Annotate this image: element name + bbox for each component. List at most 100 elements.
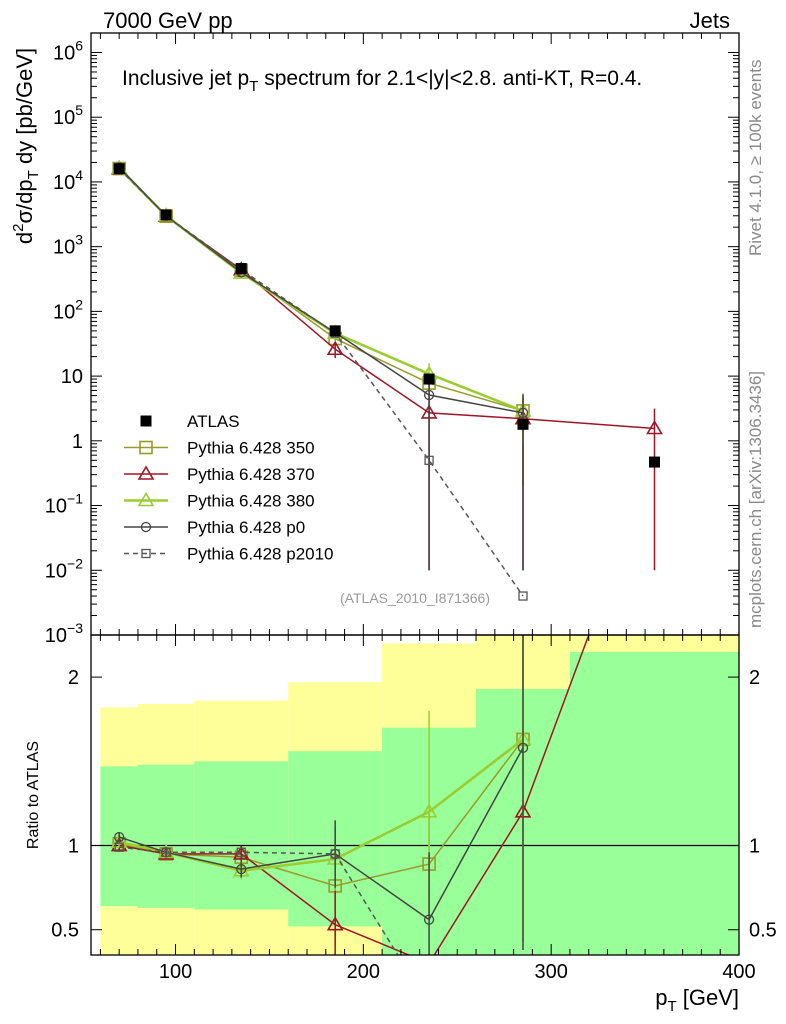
main-data-point <box>517 418 529 430</box>
ratio-c370-point <box>428 954 430 955</box>
x-axis-label: pT [GeV] <box>655 985 739 1015</box>
ratio-cp0-point <box>236 863 247 875</box>
ratio-frame <box>90 634 740 956</box>
ratio-cp0-line <box>118 747 524 921</box>
ratio-y-tick-label-right: 2 <box>749 667 760 689</box>
ratio-c380-point <box>420 803 438 818</box>
y-tick-base: 10 <box>61 366 83 388</box>
y-tick-base: 10 <box>53 107 75 129</box>
legend-marker-cp0 <box>140 521 152 533</box>
main-data-series <box>113 163 660 468</box>
main-cp0-series <box>114 162 529 571</box>
legend-label-c370: Pythia 6.428 370 <box>187 465 315 484</box>
legend: ATLAS Pythia 6.428 350 Pythia 6.428 370 Pyt… <box>124 412 334 564</box>
ratio-y-tick-label-left: 0.5 <box>51 920 79 942</box>
green-band-bin <box>137 764 195 908</box>
legend-label-c380: Pythia 6.428 380 <box>187 492 315 511</box>
y-tick-exponent: −3 <box>67 620 83 636</box>
main-c380-series <box>110 159 532 444</box>
main-data-point <box>423 373 435 385</box>
ylabel-text: dy [pb/GeV] <box>12 48 37 170</box>
legend-label-data: ATLAS <box>187 412 240 431</box>
xlabel-subscript: T <box>667 998 676 1015</box>
legend-label-c350: Pythia 6.428 350 <box>187 439 315 458</box>
ratio-cp2010-series <box>114 842 433 1010</box>
main-c370-point <box>326 340 344 356</box>
main-data-point <box>160 209 172 221</box>
main-cp0-point <box>517 407 529 419</box>
legend-marker-c350 <box>139 440 153 455</box>
main-cp0-point <box>423 389 435 401</box>
y-axis-label: d2σ/dpT dy [pb/GeV] <box>10 48 42 244</box>
ratio-cp0-point <box>114 831 125 843</box>
main-cp2010-point <box>518 591 528 601</box>
y-tick-label: 102 <box>53 296 83 323</box>
x-tick-label: 400 <box>722 961 755 983</box>
y-tick-base: 1 <box>72 431 83 453</box>
ratio-y-tick-label-left: 1 <box>68 836 79 858</box>
ratio-uncertainty-bands <box>100 635 739 955</box>
x-tick-label: 100 <box>159 961 192 983</box>
ratio-c380-point <box>110 833 128 848</box>
title-text: spectrum for 2.1<|y|<2.8. anti-KT, R=0.4… <box>258 67 642 90</box>
plot-frames <box>90 32 740 956</box>
y-tick-label: 106 <box>53 37 83 64</box>
y-tick-exponent: 2 <box>75 296 83 312</box>
main-c380-line <box>118 167 524 413</box>
y-tick-label: 103 <box>53 232 83 259</box>
y-tick-exponent: −1 <box>67 491 83 507</box>
y-tick-exponent: 3 <box>75 232 83 248</box>
ratio-c380-line <box>118 738 524 873</box>
ratio-y-tick-label-right: 0.5 <box>749 920 777 942</box>
title-subscript: T <box>249 78 258 95</box>
y-tick-base: 10 <box>45 625 67 647</box>
ratio-cp2010-point <box>114 842 124 852</box>
energy-label: 7000 GeV pp <box>103 8 233 33</box>
ratio-y-axis-label: Ratio to ATLAS <box>25 741 42 849</box>
y-tick-base: 10 <box>45 496 67 518</box>
main-c350-line <box>118 167 524 412</box>
main-data-point <box>648 456 660 468</box>
xlabel-text: p <box>655 985 667 1010</box>
ratio-cp2010-line <box>119 846 399 955</box>
ratio-cp2010-point <box>330 849 340 859</box>
ylabel-subscript: T <box>25 170 42 179</box>
ratio-c370-point <box>326 916 344 931</box>
y-tick-base: 10 <box>53 237 75 259</box>
legend-label-cp2010: Pythia 6.428 p2010 <box>187 545 334 564</box>
process-label: Jets <box>689 8 730 33</box>
y-tick-base: 10 <box>53 42 75 64</box>
y-tick-base: 10 <box>53 301 75 323</box>
ratio-y-tick-label-left: 2 <box>68 667 79 689</box>
ratio-panel <box>91 635 739 1010</box>
y-tick-label: 105 <box>53 102 83 129</box>
chart-title: Inclusive jet pT spectrum for 2.1<|y|<2.… <box>122 67 642 95</box>
y-tick-base: 10 <box>53 172 75 194</box>
ratio-cp0-point <box>517 742 529 753</box>
y-tick-base: 10 <box>45 560 67 582</box>
legend-marker-c370 <box>137 465 155 480</box>
analysis-id-watermark: (ATLAS_2010_I871366) <box>340 590 490 606</box>
main-data-point <box>235 262 247 274</box>
y-tick-exponent: −2 <box>67 555 83 571</box>
xlabel-text: [GeV] <box>677 985 739 1010</box>
y-tick-label: 10−1 <box>45 491 83 518</box>
legend-marker-data <box>140 415 152 427</box>
ratio-cp2010-point <box>161 847 171 857</box>
main-cp0-line <box>118 166 524 414</box>
main-cp2010-series <box>114 164 528 601</box>
main-data-point <box>329 325 341 337</box>
main-cp2010-point <box>424 455 434 465</box>
y-tick-label: 10−2 <box>45 555 83 582</box>
title-text: Inclusive jet p <box>122 67 249 90</box>
ratio-cp2010-point <box>425 1002 433 1010</box>
main-c370-point <box>646 419 663 435</box>
main-data-point <box>113 163 125 175</box>
green-band-bin <box>194 761 289 910</box>
spectrum-panel <box>110 159 663 601</box>
ylabel-text: d <box>12 232 37 244</box>
y-tick-label: 104 <box>53 167 83 194</box>
y-tick-exponent: 4 <box>75 167 83 183</box>
